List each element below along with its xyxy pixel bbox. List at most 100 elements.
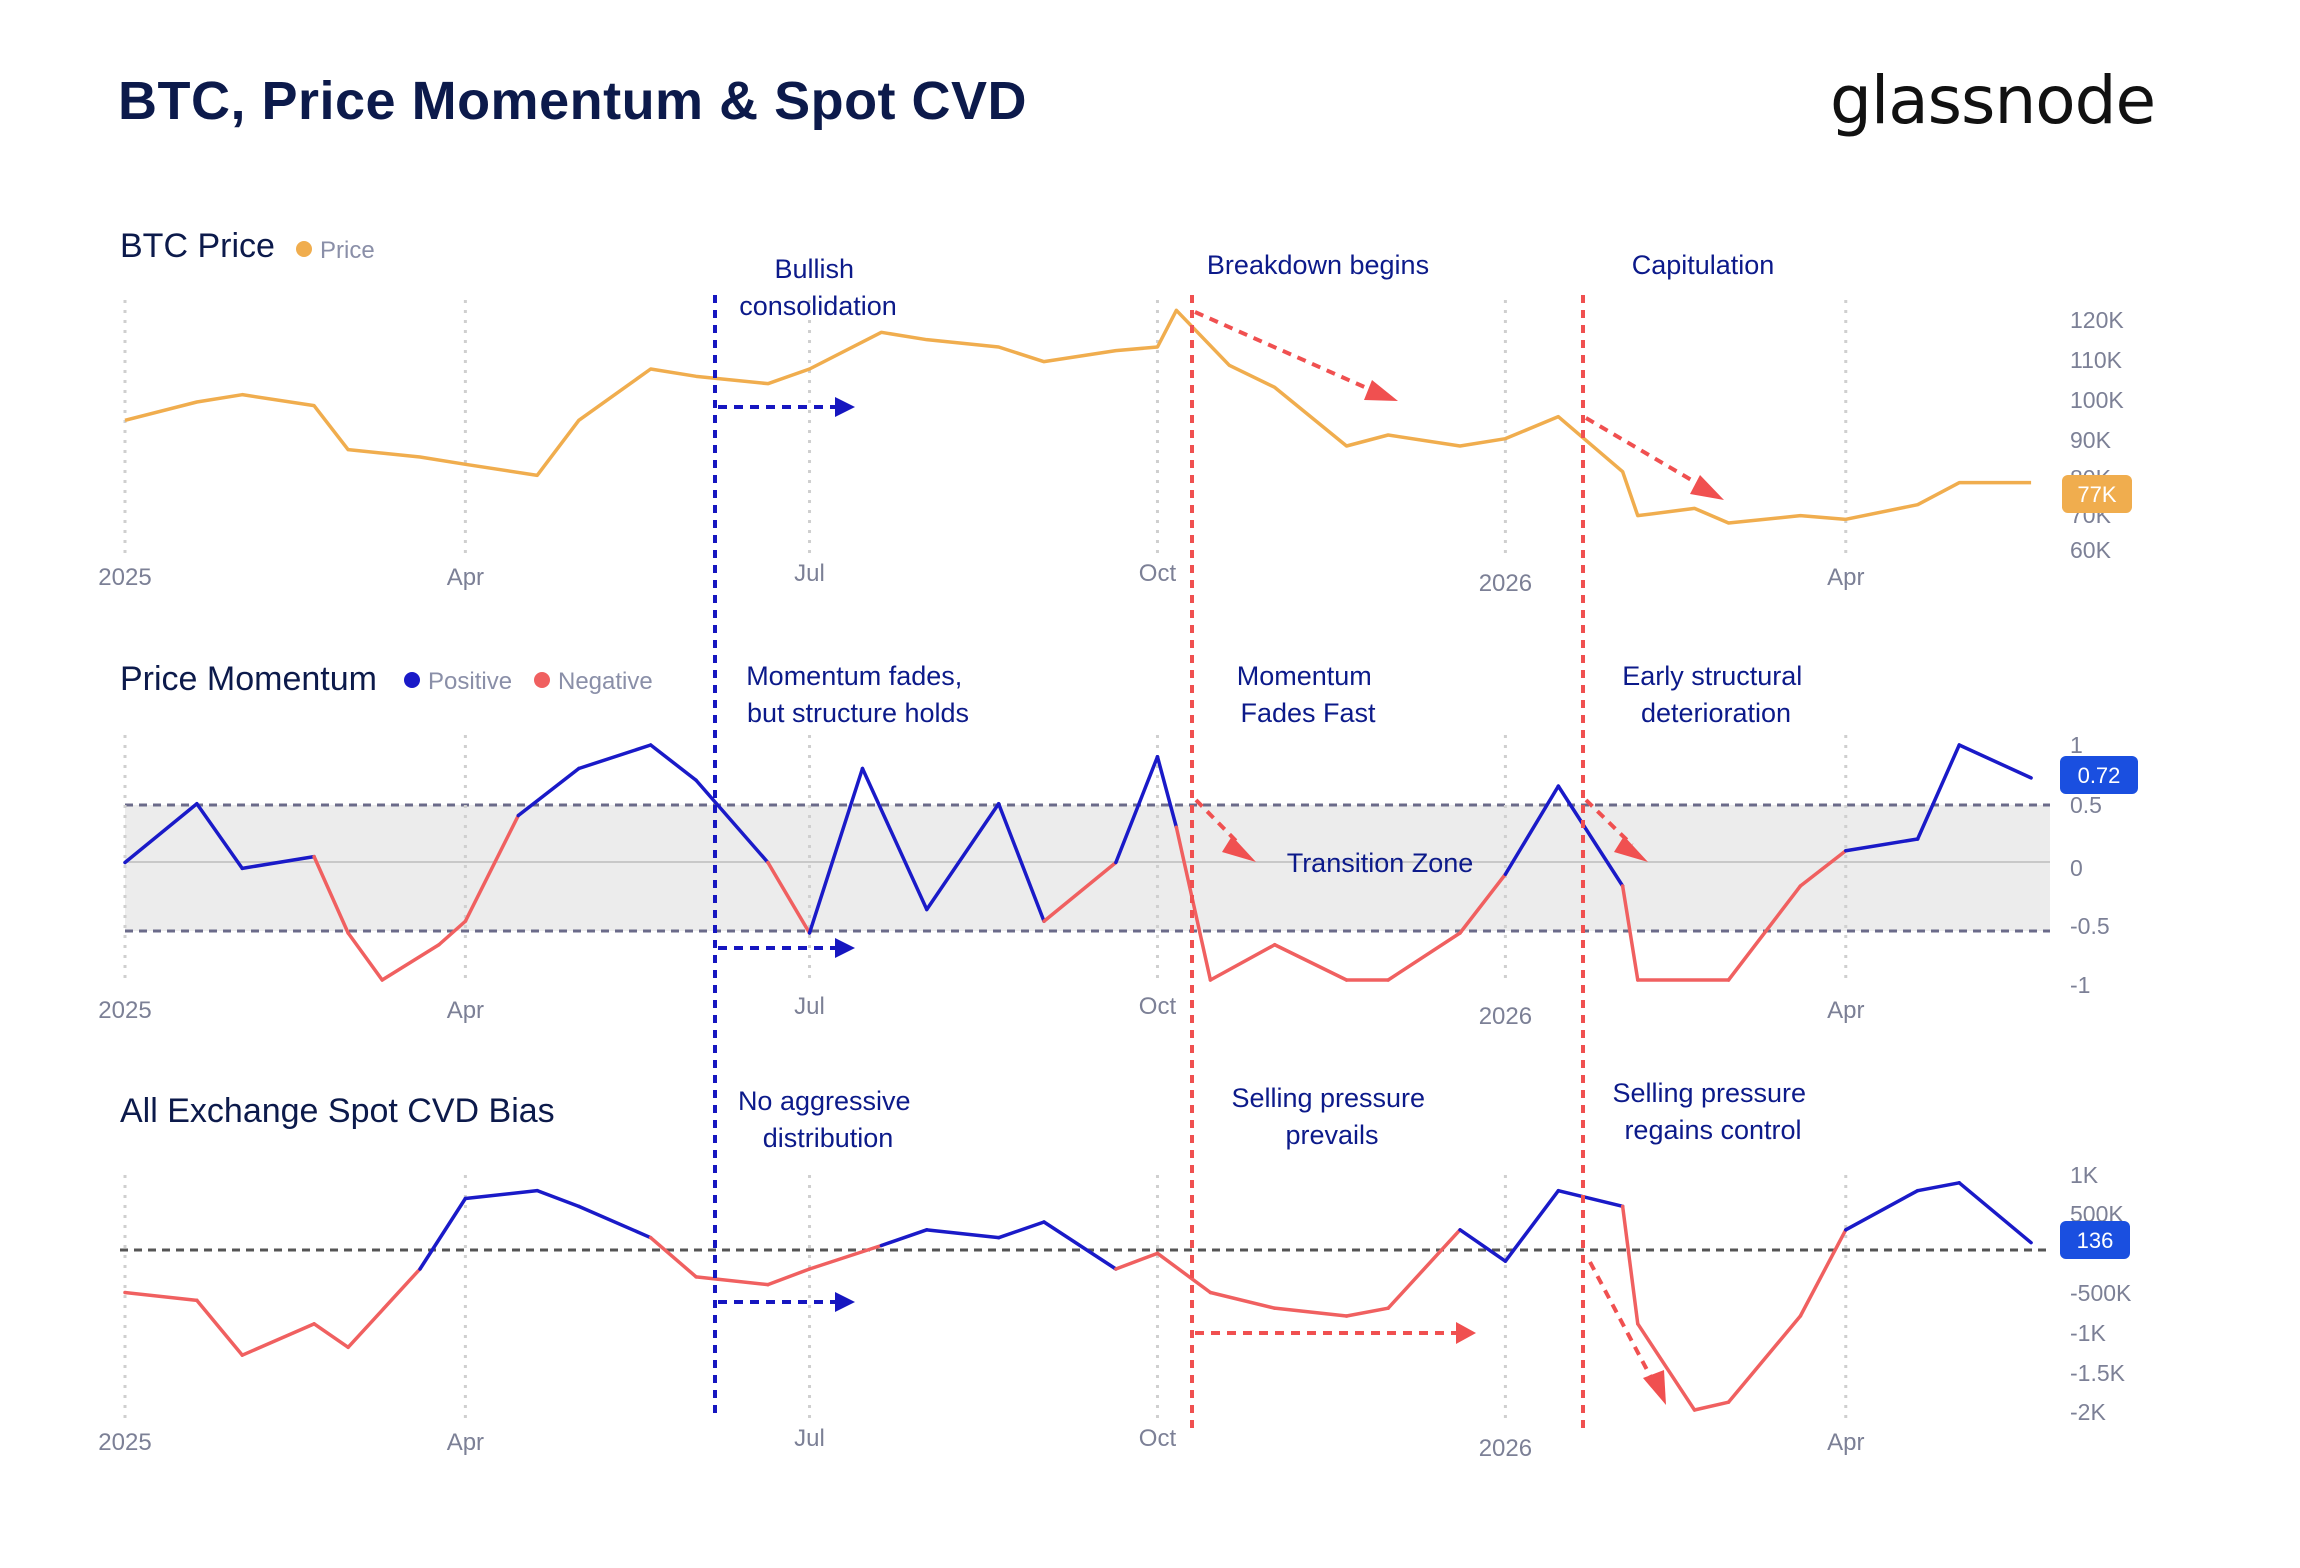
annotation-early-deterioration: Early structural deterioration: [1622, 661, 1810, 728]
momentum-series-segment: [925, 802, 1001, 912]
page-title: BTC, Price Momentum & Spot CVD: [118, 71, 1028, 131]
x-tick-label: 2026: [1479, 570, 1532, 597]
breakdown-arrowhead: [1364, 380, 1398, 401]
positive-legend-label: Positive: [428, 668, 512, 695]
cvd-series-segment: [1844, 1188, 1920, 1232]
x-tick-label: Oct: [1139, 560, 1177, 587]
x-tick-label: Apr: [1827, 997, 1864, 1024]
momentum-series-segment: [1458, 872, 1508, 935]
x-tick-label: 2026: [1479, 1435, 1532, 1462]
cvd-series-segment: [195, 1298, 244, 1357]
y-tick-label: -500K: [2070, 1280, 2132, 1306]
momentum-series-segment: [1798, 849, 1848, 888]
y-tick-label: 110K: [2070, 347, 2123, 373]
deterioration-arrowhead: [1614, 836, 1648, 862]
momentum-series-segment: [346, 931, 384, 982]
cvd-series-segment: [418, 1196, 468, 1271]
cvd-series-segment: [1620, 1204, 1640, 1326]
price-legend-label: Price: [320, 237, 375, 264]
cvd-series-segment: [312, 1322, 350, 1350]
price-legend-dot: [296, 241, 312, 257]
momentum-series-segment: [312, 854, 350, 935]
annotation-line: distribution: [763, 1123, 894, 1153]
cvd-series-segment: [1726, 1314, 1803, 1404]
price-value-badge-text: 77K: [2077, 482, 2116, 507]
y-tick-label: 0.5: [2070, 792, 2102, 818]
momentum-series-segment: [1620, 884, 1640, 982]
cvd-series-segment: [1155, 1251, 1213, 1295]
breakdown-arrow: [1194, 310, 1379, 395]
momentum-series-segment: [380, 943, 441, 982]
transition-zone-band: [125, 805, 2050, 931]
cvd-series-segment: [1458, 1228, 1508, 1263]
momentum-series-segment: [123, 802, 199, 865]
x-tick-label: 2025: [98, 997, 151, 1024]
cvd-series-segment: [1915, 1181, 1961, 1193]
cvd-series-segment: [1344, 1306, 1390, 1318]
momentum-series-segment: [1915, 743, 1961, 841]
cvd-series-segment: [346, 1267, 422, 1350]
price-value-badge: [2062, 475, 2132, 513]
momentum-series-segment: [1208, 943, 1277, 982]
momentum-series-segment: [516, 766, 581, 818]
momentum-series-segment: [766, 860, 812, 935]
regains-control-arrow: [1588, 1261, 1657, 1386]
x-tick-label: Oct: [1139, 1425, 1177, 1452]
glassnode-logo: glassnode: [1830, 62, 2156, 139]
momentum-value-badge: [2060, 756, 2138, 794]
y-tick-label: 1: [2070, 732, 2083, 758]
momentum-series-segment: [996, 802, 1046, 923]
momentum-series-segment: [648, 743, 698, 782]
x-tick-label: Apr: [1827, 1429, 1864, 1456]
negative-legend-label: Negative: [558, 668, 653, 695]
annotation-line: prevails: [1285, 1120, 1378, 1150]
annotation-momentum-fades: Momentum fades, but structure holds: [746, 661, 970, 728]
annotation-line: Selling pressure: [1231, 1083, 1425, 1113]
annotation-line: consolidation: [739, 291, 897, 321]
axis-ticks: 2025AprJulOct2026Apr120K110K100K90K80K70…: [98, 307, 2132, 1462]
cvd-value-badge: [2060, 1221, 2130, 1259]
momentum-series-segment: [1957, 743, 2033, 780]
cvd-series-segment: [1272, 1306, 1349, 1318]
capitulation-arrow: [1584, 416, 1707, 490]
cvd-value-badge-text: 136: [2077, 1228, 2114, 1253]
momentum-series-segment: [1726, 884, 1803, 982]
momentum-series-segment: [694, 778, 770, 865]
bullish-arrowhead-1: [835, 397, 855, 417]
annotation-line: Early structural: [1622, 661, 1802, 691]
y-tick-label: 90K: [2070, 427, 2112, 453]
annotation-transition-zone: Transition Zone: [1287, 848, 1474, 878]
cvd-series-segment: [1208, 1290, 1277, 1310]
grid-lines: [123, 300, 1848, 1420]
x-tick-label: Apr: [1827, 564, 1864, 591]
momentum-series-segment: [240, 854, 316, 871]
cvd-series-segment: [463, 1188, 539, 1201]
cvd-series-segment: [1556, 1188, 1625, 1209]
annotation-line: deterioration: [1641, 698, 1791, 728]
x-tick-label: Apr: [447, 1429, 484, 1456]
annotation-bullish-consolidation: Bullish consolidation: [739, 254, 897, 321]
fades-fast-arrowhead: [1222, 836, 1256, 862]
x-tick-label: 2026: [1479, 1003, 1532, 1030]
annotation-regains-control: Selling pressure regains control: [1612, 1078, 1813, 1145]
cvd-series-segment: [879, 1228, 929, 1248]
cvd-series-segment: [996, 1220, 1046, 1240]
y-tick-label: -2K: [2070, 1399, 2106, 1425]
momentum-series-segment: [1174, 825, 1213, 982]
cvd-series-segment: [1798, 1228, 1848, 1318]
annotation-selling-prevails: Selling pressure prevails: [1231, 1083, 1432, 1150]
regains-control-arrowhead: [1643, 1370, 1666, 1405]
momentum-series-segment: [807, 766, 865, 935]
cvd-series-segment: [1692, 1400, 1731, 1412]
momentum-series-segment: [437, 919, 468, 947]
cvd-panel-title: All Exchange Spot CVD Bias: [120, 1092, 555, 1130]
y-tick-label: -1.5K: [2070, 1360, 2126, 1386]
momentum-series-segment: [1042, 860, 1118, 923]
momentum-panel-title: Price Momentum: [120, 660, 377, 698]
cvd-series-segment: [1042, 1220, 1118, 1271]
momentum-series-segment: [860, 766, 929, 912]
momentum-series-segment: [1503, 784, 1561, 876]
cvd-series-segment: [1114, 1251, 1160, 1271]
x-tick-label: Jul: [794, 1425, 825, 1452]
x-tick-label: 2025: [98, 1429, 151, 1456]
